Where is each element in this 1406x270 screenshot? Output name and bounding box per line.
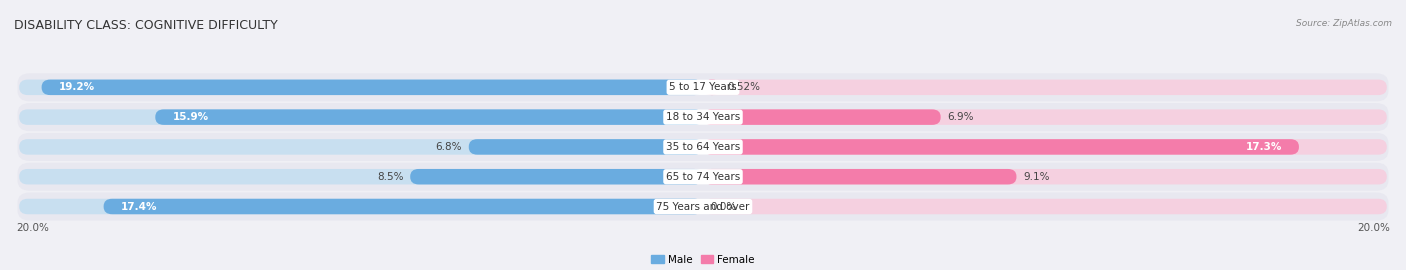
Text: 20.0%: 20.0% [1357,223,1391,233]
FancyBboxPatch shape [17,163,1389,191]
FancyBboxPatch shape [703,80,1386,95]
FancyBboxPatch shape [468,139,703,155]
Text: 6.8%: 6.8% [436,142,461,152]
Text: Source: ZipAtlas.com: Source: ZipAtlas.com [1296,19,1392,28]
FancyBboxPatch shape [155,109,703,125]
FancyBboxPatch shape [42,80,703,95]
FancyBboxPatch shape [703,80,721,95]
Text: 0.52%: 0.52% [728,82,761,92]
Text: 35 to 64 Years: 35 to 64 Years [666,142,740,152]
FancyBboxPatch shape [703,169,1386,184]
Text: 65 to 74 Years: 65 to 74 Years [666,172,740,182]
FancyBboxPatch shape [104,199,703,214]
Text: 75 Years and over: 75 Years and over [657,201,749,211]
FancyBboxPatch shape [703,109,941,125]
FancyBboxPatch shape [20,80,703,95]
Text: 5 to 17 Years: 5 to 17 Years [669,82,737,92]
FancyBboxPatch shape [20,169,703,184]
Text: 20.0%: 20.0% [15,223,49,233]
Text: DISABILITY CLASS: COGNITIVE DIFFICULTY: DISABILITY CLASS: COGNITIVE DIFFICULTY [14,19,278,32]
Text: 17.4%: 17.4% [121,201,157,211]
Legend: Male, Female: Male, Female [651,255,755,265]
FancyBboxPatch shape [20,109,703,125]
Text: 8.5%: 8.5% [377,172,404,182]
Text: 15.9%: 15.9% [173,112,208,122]
FancyBboxPatch shape [703,109,1386,125]
Text: 18 to 34 Years: 18 to 34 Years [666,112,740,122]
Text: 6.9%: 6.9% [948,112,974,122]
FancyBboxPatch shape [703,169,1017,184]
FancyBboxPatch shape [703,139,1299,155]
FancyBboxPatch shape [17,73,1389,101]
FancyBboxPatch shape [703,139,1386,155]
Text: 9.1%: 9.1% [1024,172,1050,182]
FancyBboxPatch shape [17,133,1389,161]
Text: 19.2%: 19.2% [59,82,96,92]
Text: 17.3%: 17.3% [1246,142,1282,152]
FancyBboxPatch shape [703,199,1386,214]
FancyBboxPatch shape [17,103,1389,131]
FancyBboxPatch shape [20,139,703,155]
Text: 0.0%: 0.0% [710,201,737,211]
FancyBboxPatch shape [17,193,1389,221]
FancyBboxPatch shape [20,199,703,214]
FancyBboxPatch shape [411,169,703,184]
